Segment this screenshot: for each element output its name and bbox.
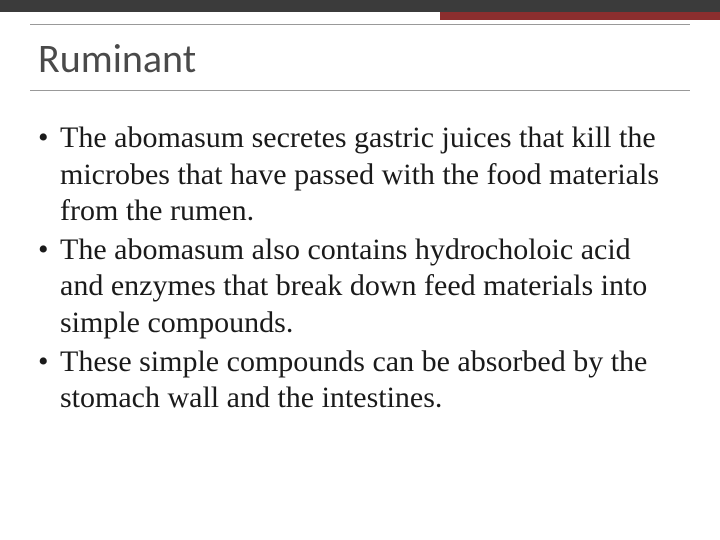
title-rule-bottom (30, 90, 690, 91)
bullet-item: • The abomasum secretes gastric juices t… (38, 120, 672, 230)
bullet-text: The abomasum also contains hydrocholoic … (60, 232, 672, 342)
bullet-text: The abomasum secretes gastric juices tha… (60, 120, 672, 230)
title-rule-top (30, 24, 690, 25)
accent-strip (440, 12, 720, 20)
slide-title: Ruminant (38, 34, 196, 83)
bullet-icon: • (38, 232, 60, 342)
slide-body: • The abomasum secretes gastric juices t… (38, 120, 672, 419)
bullet-icon: • (38, 120, 60, 230)
bullet-text: These simple compounds can be absorbed b… (60, 344, 672, 417)
bullet-icon: • (38, 344, 60, 417)
bullet-item: • The abomasum also contains hydrocholoi… (38, 232, 672, 342)
bullet-item: • These simple compounds can be absorbed… (38, 344, 672, 417)
top-bar (0, 0, 720, 12)
